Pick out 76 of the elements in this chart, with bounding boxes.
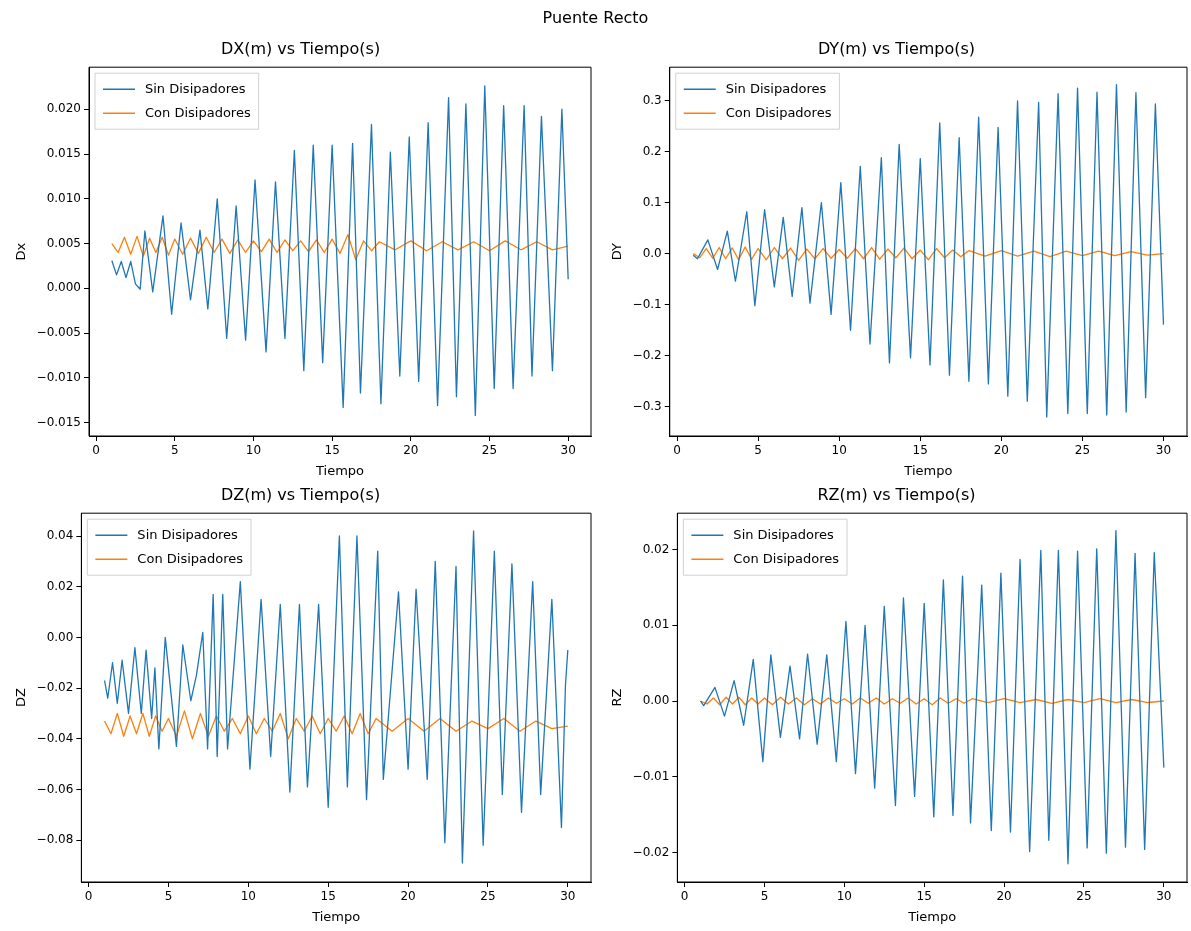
x-tick-label: 30 — [560, 889, 576, 904]
x-axis-title: Tiempo — [311, 908, 361, 924]
chart-title: DZ(m) vs Tiempo(s) — [220, 484, 381, 504]
x-tick-label: 30 — [560, 443, 576, 458]
y-tick-label: −0.005 — [36, 325, 82, 340]
y-tick-label: 0.005 — [46, 235, 82, 250]
y-tick-label: −0.06 — [36, 781, 74, 796]
x-tick-label: 5 — [760, 889, 769, 904]
x-tick-label: 30 — [1156, 889, 1172, 904]
x-tick-label: 0 — [84, 889, 93, 904]
x-tick-label: 20 — [400, 889, 416, 904]
y-tick-label: −0.3 — [632, 399, 662, 414]
legend-label: Con Disipadores — [145, 104, 251, 120]
chart-title: DX(m) vs Tiempo(s) — [220, 38, 381, 58]
y-tick-label: −0.01 — [632, 768, 670, 783]
y-tick-label: −0.02 — [36, 680, 74, 695]
y-axis-title: Dx — [13, 242, 29, 261]
y-tick-label: 0.1 — [642, 194, 662, 209]
legend-label: Sin Disipadores — [725, 80, 827, 96]
legend-label: Sin Disipadores — [733, 526, 835, 542]
x-tick-label: 25 — [480, 889, 496, 904]
x-tick-label: 10 — [836, 889, 852, 904]
x-axis-title: Tiempo — [903, 462, 953, 478]
x-tick-label: 15 — [916, 889, 932, 904]
y-tick-label: 0.3 — [642, 92, 662, 107]
y-axis-title: RZ — [609, 688, 625, 707]
y-tick-label: −0.02 — [632, 844, 670, 859]
x-tick-label: 20 — [993, 443, 1009, 458]
y-tick-label: −0.04 — [36, 730, 74, 745]
x-tick-label: 5 — [754, 443, 762, 458]
x-tick-label: 15 — [912, 443, 928, 458]
y-tick-label: −0.2 — [632, 347, 662, 362]
y-tick-label: 0.00 — [46, 629, 74, 644]
y-tick-label: 0.01 — [642, 617, 670, 632]
x-tick-label: 25 — [481, 443, 498, 458]
y-tick-label: 0.010 — [46, 190, 82, 205]
y-tick-label: 0.04 — [46, 528, 74, 543]
x-tick-label: 20 — [996, 889, 1012, 904]
legend-label: Con Disipadores — [137, 550, 244, 566]
y-tick-label: −0.010 — [36, 369, 82, 384]
text: Puente Recto — [541, 8, 650, 27]
legend-label: Con Disipadores — [733, 550, 840, 566]
y-tick-label: 0.02 — [46, 578, 74, 593]
y-axis-title: DZ — [13, 688, 29, 708]
legend-label: Sin Disipadores — [145, 80, 246, 96]
y-tick-label: 0.02 — [642, 541, 670, 556]
y-tick-label: 0.020 — [46, 101, 82, 116]
x-tick-label: 0 — [92, 443, 100, 458]
x-tick-label: 0 — [680, 889, 689, 904]
x-tick-label: 20 — [403, 443, 419, 458]
x-tick-label: 15 — [320, 889, 336, 904]
x-tick-label: 10 — [240, 889, 256, 904]
y-tick-label: −0.08 — [36, 832, 74, 847]
x-axis-title: Tiempo — [314, 462, 365, 478]
y-tick-label: 0.015 — [46, 146, 82, 161]
x-tick-label: 15 — [324, 443, 340, 458]
y-tick-label: 0.0 — [642, 245, 662, 260]
x-tick-label: 0 — [673, 443, 681, 458]
y-tick-label: 0.2 — [642, 143, 662, 158]
x-tick-label: 5 — [170, 443, 179, 458]
y-tick-label: −0.015 — [36, 414, 82, 429]
y-tick-label: −0.1 — [632, 296, 662, 311]
x-tick-label: 5 — [164, 889, 173, 904]
y-tick-label: 0.00 — [642, 693, 670, 708]
x-axis-title: Tiempo — [907, 908, 957, 924]
chart-title: DY(m) vs Tiempo(s) — [817, 38, 976, 58]
legend-label: Sin Disipadores — [137, 526, 239, 542]
x-tick-label: 10 — [245, 443, 262, 458]
x-tick-label: 25 — [1076, 889, 1092, 904]
y-tick-label: 0.000 — [46, 280, 82, 295]
legend-label: Con Disipadores — [725, 104, 832, 120]
chart-title: RZ(m) vs Tiempo(s) — [817, 484, 976, 504]
x-tick-label: 10 — [831, 443, 847, 458]
y-axis-title: DY — [609, 242, 625, 261]
x-tick-label: 25 — [1074, 443, 1091, 458]
x-tick-label: 30 — [1155, 443, 1172, 458]
